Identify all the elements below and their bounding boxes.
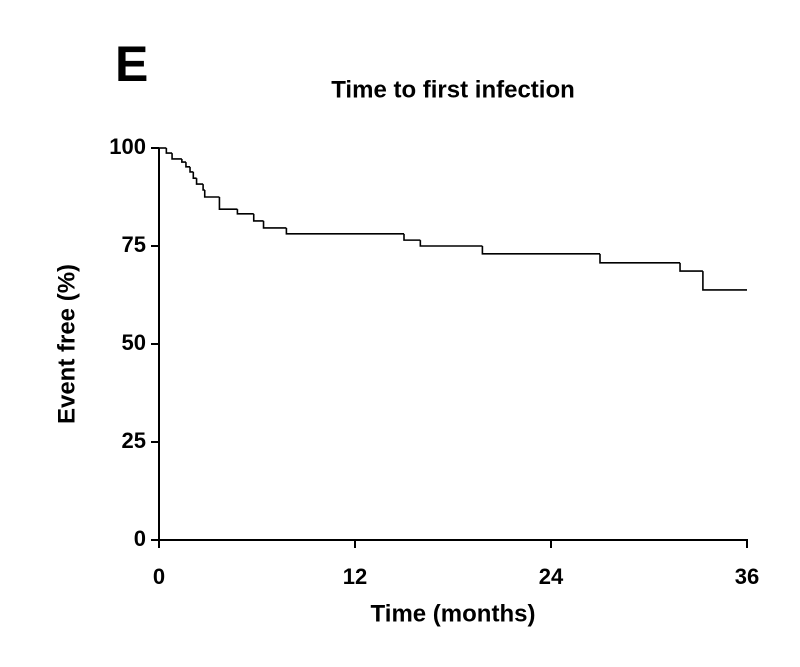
y-tick-label: 100 (109, 134, 146, 159)
step-segment (262, 220, 287, 229)
panel-label: E (115, 36, 148, 92)
x-tick-label: 36 (735, 564, 759, 589)
y-tick-label: 50 (122, 330, 146, 355)
step-segment (218, 197, 238, 210)
step-segment (285, 227, 404, 235)
step-segment (185, 162, 191, 168)
step-segment (236, 209, 254, 215)
step-segment (192, 171, 197, 179)
step-segment (481, 246, 600, 255)
x-axis-title: Time (months) (371, 600, 536, 627)
x-tick-label: 0 (153, 564, 165, 589)
step-segment (252, 213, 264, 222)
step-segment (203, 189, 220, 198)
step-segment (403, 233, 421, 241)
step-segment (702, 271, 747, 291)
y-tick-label: 75 (122, 232, 146, 257)
step-segment (181, 158, 186, 163)
step-segment (419, 240, 483, 247)
step-segment (599, 253, 681, 264)
x-tick-label: 12 (343, 564, 367, 589)
step-segment (679, 262, 703, 272)
step-segment (189, 166, 194, 173)
step-segment (171, 153, 182, 160)
step-segment (165, 148, 173, 154)
x-tick-label: 24 (539, 564, 564, 589)
step-segment (195, 178, 204, 185)
y-tick-label: 25 (122, 428, 146, 453)
chart-title: Time to first infection (331, 76, 575, 103)
y-tick-label: 0 (134, 526, 146, 551)
y-axis-title: Event free (%) (53, 264, 80, 424)
step-segment (202, 184, 205, 191)
